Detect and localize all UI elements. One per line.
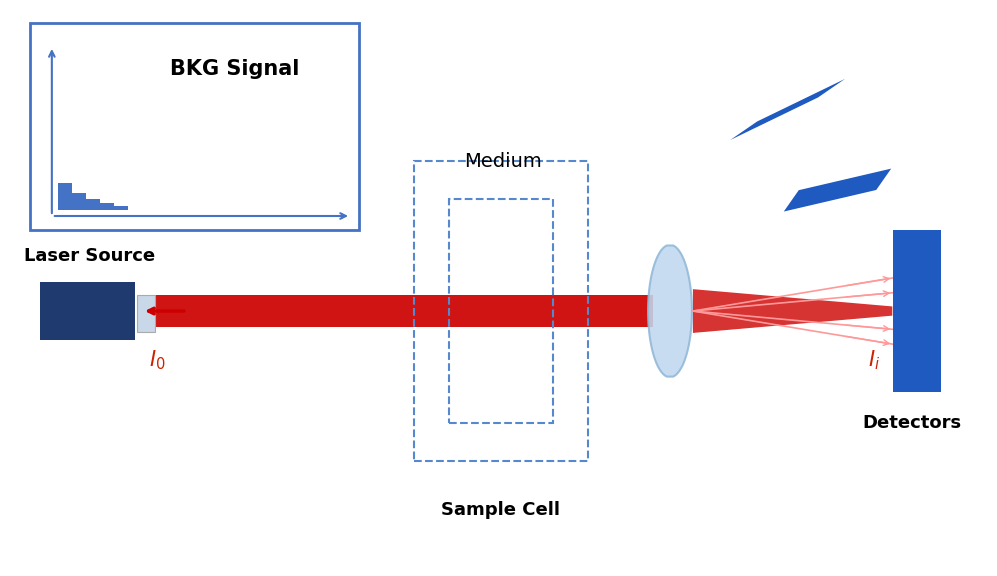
Bar <box>114 206 128 210</box>
Polygon shape <box>155 295 653 327</box>
Bar <box>58 183 72 210</box>
Bar <box>86 199 100 210</box>
Bar <box>893 230 941 392</box>
Polygon shape <box>730 79 845 140</box>
Bar <box>30 23 359 230</box>
Text: Sample Cell: Sample Cell <box>441 501 560 519</box>
Polygon shape <box>648 245 692 377</box>
Text: Medium: Medium <box>465 152 542 170</box>
Bar <box>449 199 553 423</box>
Bar <box>72 193 86 210</box>
Bar <box>100 203 114 210</box>
Polygon shape <box>693 289 892 333</box>
Text: Detectors: Detectors <box>862 414 962 433</box>
Text: $I_i$: $I_i$ <box>868 348 880 372</box>
Text: Laser Source: Laser Source <box>24 247 156 266</box>
Polygon shape <box>784 169 891 211</box>
Text: BKG Signal: BKG Signal <box>169 59 299 79</box>
Bar <box>40 282 135 340</box>
Bar <box>414 161 588 461</box>
Text: $I_0$: $I_0$ <box>150 348 166 372</box>
Bar <box>137 295 155 332</box>
